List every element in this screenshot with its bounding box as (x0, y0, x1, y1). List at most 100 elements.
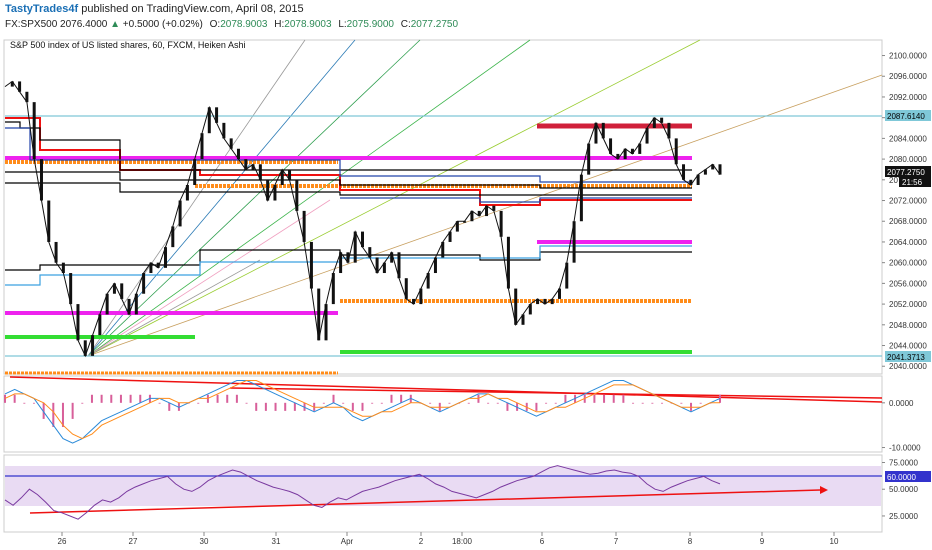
time-tick-label: 26 (58, 537, 67, 546)
price-candle (703, 169, 707, 175)
macd-histogram-bar (255, 402, 258, 411)
macd-histogram-bar (390, 394, 393, 403)
macd-histogram-bar (342, 402, 345, 404)
macd-trendline-1[interactable] (9, 376, 883, 403)
last-price: 2076.4000 (60, 19, 108, 30)
macd-histogram-bar (400, 394, 403, 403)
price-candle (455, 221, 459, 232)
macd-histogram-bar (603, 394, 606, 403)
price-candle (207, 107, 211, 134)
price-tick-label: 2072.0000 (889, 197, 927, 206)
macd-histogram-bar (119, 394, 122, 403)
price-candle (477, 210, 481, 217)
symbol-label[interactable]: FX:SPX500 (5, 19, 58, 30)
macd-histogram-bar (641, 402, 644, 404)
macd-histogram-bar (139, 394, 142, 403)
price-candle (346, 252, 350, 263)
rsi-pane[interactable] (3, 454, 883, 533)
macd-histogram-bar (699, 402, 702, 404)
price-candle (25, 91, 29, 103)
price-candle (273, 184, 277, 201)
price-tick-label: 2084.0000 (889, 134, 927, 143)
price-pane[interactable] (3, 39, 883, 375)
macd-pane[interactable] (3, 375, 883, 453)
price-candle (120, 283, 124, 299)
price-tick-label: 2096.0000 (889, 72, 927, 81)
price-candle (149, 262, 153, 274)
macd-trendline-2[interactable] (229, 387, 883, 399)
macd-tick-label: -10.0000 (889, 444, 921, 453)
rsi-trendline[interactable] (29, 489, 821, 514)
price-candle (565, 262, 569, 289)
macd-histogram-bar (351, 402, 354, 411)
price-candle (696, 174, 700, 185)
price-candle (638, 143, 642, 154)
price-candle (156, 262, 160, 268)
macd-histogram-bar (274, 402, 277, 411)
price-candle (426, 273, 430, 289)
price-candle (324, 304, 328, 341)
price-candle (390, 252, 394, 263)
time-tick-label: 8 (688, 537, 693, 546)
macd-histogram-bar (535, 402, 538, 411)
chart-title: S&P 500 index of US listed shares, 60, F… (10, 40, 245, 50)
price-candle (587, 143, 591, 175)
low-label: L: (338, 19, 347, 30)
level-label-text-bottom: 2041.3713 (887, 353, 925, 362)
price-candle (579, 174, 583, 222)
price-candle (236, 148, 240, 160)
signal-line[interactable] (4, 380, 720, 440)
macd-histogram-bar (632, 402, 635, 404)
time-tick-label: 10 (830, 537, 839, 546)
price-candle (200, 133, 204, 160)
price-candle (18, 81, 22, 92)
price-tick-label: 2040.0000 (889, 362, 927, 371)
macd-histogram-bar (42, 402, 45, 419)
price-candle (91, 335, 95, 356)
high-value: 2078.9003 (284, 19, 332, 30)
macd-line[interactable] (4, 380, 721, 444)
rsi-trendline-arrow (820, 486, 828, 494)
price-candle (69, 273, 73, 305)
macd-histogram-bar (52, 402, 55, 427)
price-candle (288, 169, 292, 180)
price-candle (506, 236, 510, 289)
price-candle (331, 273, 335, 305)
price-candle (645, 128, 649, 144)
time-axis[interactable]: 26 27 30 31 Apr 2 18:00 6 7 8 9 10 (58, 532, 839, 546)
macd-histogram-bar (158, 402, 161, 404)
price-candle (433, 257, 437, 274)
macd-histogram-bar (71, 402, 74, 419)
macd-histogram-bar (371, 402, 374, 404)
price-candle (280, 169, 284, 185)
author-link[interactable]: TastyTrades4f (5, 3, 79, 15)
macd-histogram-bar (61, 402, 64, 427)
rsi-tick-label: 50.0000 (889, 485, 918, 494)
rsi-tick-label: 75.0000 (889, 458, 918, 467)
macd-histogram-bar (110, 394, 113, 403)
level-label-text-top: 2087.6140 (887, 112, 925, 121)
price-candle (375, 257, 379, 274)
price-candle (10, 81, 14, 87)
countdown-text: 21:56 (902, 178, 923, 187)
price-candle (404, 278, 408, 299)
price-candle (572, 221, 576, 263)
price-candle (309, 241, 313, 289)
price-candle (251, 164, 255, 170)
price-candle (61, 262, 65, 274)
price-tick-label: 2092.0000 (889, 93, 927, 102)
price-candle (193, 159, 197, 185)
price-candle (485, 205, 489, 217)
macd-histogram-bar (81, 402, 84, 404)
price-tick-label: 2052.0000 (889, 300, 927, 309)
rsi-line[interactable] (4, 465, 721, 520)
macd-histogram-bar (322, 402, 325, 404)
price-candle (76, 304, 80, 341)
price-candle (361, 231, 364, 248)
time-tick-label: Apr (341, 537, 354, 546)
macd-histogram-bar (661, 402, 664, 404)
price-candle (178, 200, 182, 227)
price-candle (105, 293, 109, 315)
rsi-band (5, 466, 881, 506)
